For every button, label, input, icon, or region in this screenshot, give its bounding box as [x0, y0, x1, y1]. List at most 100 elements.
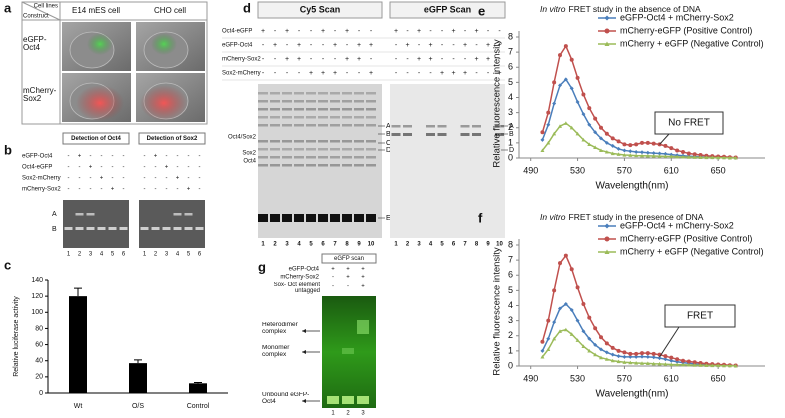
gel-band	[270, 140, 280, 143]
sign: -	[429, 28, 432, 35]
marker	[610, 136, 615, 141]
sign: -	[358, 70, 361, 77]
gel-band	[354, 164, 364, 167]
y-tick-label: 80	[35, 325, 43, 332]
sign: +	[474, 28, 478, 35]
marker	[593, 130, 598, 135]
x-tick-label: 610	[664, 373, 679, 383]
lane-number: 1	[394, 242, 398, 248]
marker	[546, 140, 551, 145]
sign: -	[310, 28, 313, 35]
gel-band	[119, 227, 128, 230]
panel-label: b	[4, 142, 12, 157]
gel-band	[140, 227, 149, 230]
lane-number: 1	[331, 411, 335, 417]
gel-band	[330, 100, 340, 103]
gel-band	[354, 124, 364, 127]
marker	[628, 143, 633, 148]
gel-title: Detection of Sox2	[147, 136, 198, 142]
marker	[645, 150, 650, 155]
marker	[599, 125, 603, 130]
sign: +	[331, 267, 335, 273]
marker	[727, 363, 732, 368]
y-tick-label: 4	[508, 92, 513, 102]
sign: -	[322, 42, 325, 49]
gel-band	[391, 125, 401, 128]
marker	[581, 112, 586, 117]
lane-number: 2	[154, 252, 158, 258]
marker	[593, 326, 598, 331]
marker	[587, 122, 592, 127]
marker	[634, 153, 639, 158]
lane-number: 5	[309, 242, 313, 248]
marker	[581, 329, 586, 334]
lane-number: 4	[100, 252, 104, 258]
gel-band	[294, 108, 304, 111]
gel-band	[282, 140, 292, 143]
legend-label: eGFP-Oct4 + mCherry-Sox2	[620, 220, 734, 230]
sign: -	[68, 176, 70, 182]
sign: -	[155, 165, 157, 171]
title-italic: In vitro	[540, 212, 566, 222]
gel-band	[258, 124, 268, 127]
marker	[558, 329, 562, 333]
gel-band	[437, 133, 447, 136]
marker	[645, 354, 650, 359]
sign: +	[297, 56, 301, 63]
marker	[563, 301, 568, 306]
band-label: A	[52, 211, 57, 218]
marker	[622, 152, 627, 157]
gel-band	[258, 92, 268, 95]
y-tick-label: 6	[508, 62, 513, 72]
gel-band	[306, 92, 316, 95]
gel-title: Detection of Oct4	[71, 136, 121, 142]
lane-number: 4	[176, 252, 180, 258]
marker	[698, 155, 703, 159]
marker	[563, 77, 568, 82]
sign: -	[123, 165, 125, 171]
sign: -	[101, 187, 103, 193]
marker	[692, 360, 697, 365]
label-box: Heterodimer complex	[262, 322, 298, 335]
sign: -	[347, 284, 349, 290]
x-tick-label: 490	[523, 165, 538, 175]
sign: -	[79, 187, 81, 193]
marker	[628, 354, 633, 359]
gel-band	[173, 227, 182, 230]
sign: -	[395, 56, 398, 63]
sign: +	[285, 28, 289, 35]
marker	[604, 140, 609, 145]
gel-band	[294, 164, 304, 167]
sign: -	[346, 42, 349, 49]
marker	[669, 362, 674, 367]
lane-number: 4	[429, 242, 433, 248]
marker	[651, 141, 656, 146]
marker	[581, 301, 586, 306]
annotation-box	[664, 304, 736, 328]
marker	[686, 362, 691, 367]
sign: -	[68, 165, 70, 171]
sign: -	[155, 176, 157, 182]
sign: -	[112, 165, 114, 171]
marker	[587, 336, 592, 341]
row-label: Sox2-mCherry	[222, 71, 261, 77]
y-tick-label: 140	[31, 277, 43, 284]
gel-band	[426, 133, 435, 136]
marker	[575, 100, 580, 105]
row-label: eGFP-Oct4	[22, 154, 53, 160]
label-box: eGFP-Oct4	[23, 36, 47, 52]
panel-label: g	[258, 259, 266, 274]
gel-band	[270, 116, 280, 119]
y-tick-label: 0	[39, 390, 43, 397]
band-label: Sox2	[242, 151, 256, 157]
gel-band	[330, 156, 340, 159]
sign: -	[199, 176, 201, 182]
gel-band	[318, 116, 328, 119]
marker	[722, 363, 726, 368]
marker	[563, 121, 568, 125]
sign: -	[441, 28, 444, 35]
title-text: FRET study in the presence of DNA	[569, 212, 704, 222]
gel-band	[184, 213, 193, 216]
gel-band	[354, 140, 364, 143]
y-tick-label: 8	[508, 31, 513, 41]
